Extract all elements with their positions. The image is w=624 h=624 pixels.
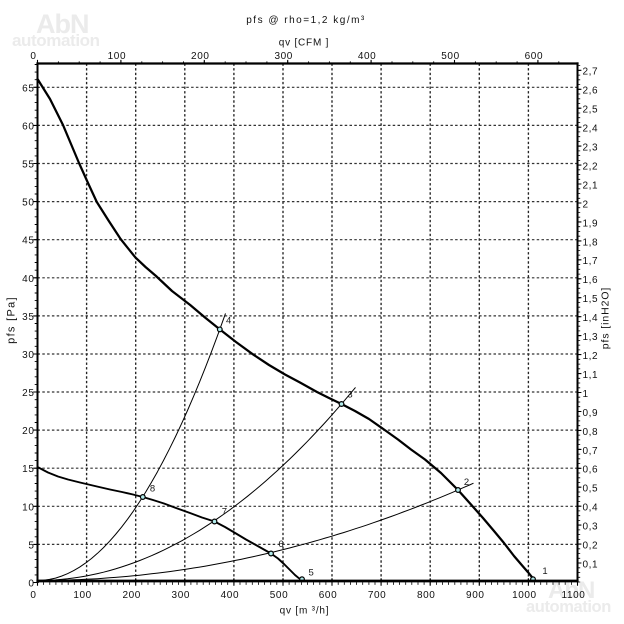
svg-text:700: 700 <box>368 590 387 601</box>
svg-text:0: 0 <box>30 51 36 62</box>
svg-text:15: 15 <box>22 464 34 475</box>
svg-text:0,3: 0,3 <box>583 522 599 533</box>
svg-text:0,8: 0,8 <box>583 427 599 438</box>
svg-text:500: 500 <box>270 590 289 601</box>
svg-text:0: 0 <box>30 590 36 601</box>
svg-text:500: 500 <box>441 51 460 62</box>
svg-text:2,5: 2,5 <box>583 105 599 116</box>
svg-text:2,3: 2,3 <box>583 143 599 154</box>
svg-text:0,7: 0,7 <box>583 446 599 457</box>
svg-text:2,4: 2,4 <box>583 124 599 135</box>
svg-text:40: 40 <box>22 274 34 285</box>
svg-text:1,8: 1,8 <box>583 237 599 248</box>
svg-text:1,3: 1,3 <box>583 332 599 343</box>
svg-text:35: 35 <box>22 312 34 323</box>
svg-text:300: 300 <box>172 590 191 601</box>
svg-text:pfs [Pa]: pfs [Pa] <box>6 296 18 344</box>
svg-text:5: 5 <box>309 568 314 579</box>
svg-text:0,5: 0,5 <box>583 484 599 495</box>
svg-text:1,4: 1,4 <box>583 313 599 324</box>
svg-text:AbN: AbN <box>36 9 89 39</box>
svg-text:1,1: 1,1 <box>583 370 599 381</box>
svg-text:2,1: 2,1 <box>583 181 599 192</box>
svg-text:60: 60 <box>22 121 34 132</box>
svg-text:pfs [inH2O]: pfs [inH2O] <box>600 287 612 349</box>
svg-text:6: 6 <box>278 539 283 550</box>
svg-text:1,5: 1,5 <box>583 294 599 305</box>
svg-text:1,6: 1,6 <box>583 275 599 286</box>
svg-text:50: 50 <box>22 198 34 209</box>
svg-text:1: 1 <box>542 566 547 577</box>
svg-text:pfs @ rho=1,2 kg/m³: pfs @ rho=1,2 kg/m³ <box>246 15 366 26</box>
svg-text:0,6: 0,6 <box>583 465 599 476</box>
svg-text:100: 100 <box>73 590 92 601</box>
svg-text:5: 5 <box>28 540 34 551</box>
svg-text:qv [m ³/h]: qv [m ³/h] <box>280 606 330 617</box>
svg-text:8: 8 <box>150 484 155 495</box>
svg-text:0,1: 0,1 <box>583 559 599 570</box>
svg-text:0,9: 0,9 <box>583 408 599 419</box>
svg-text:automation: automation <box>526 598 611 616</box>
svg-text:1,2: 1,2 <box>583 351 599 362</box>
svg-text:25: 25 <box>22 388 34 399</box>
svg-text:300: 300 <box>274 51 293 62</box>
svg-text:1000: 1000 <box>512 590 537 601</box>
svg-text:10: 10 <box>22 502 34 513</box>
svg-text:200: 200 <box>122 590 141 601</box>
svg-text:400: 400 <box>358 51 377 62</box>
svg-text:7: 7 <box>222 506 227 517</box>
svg-text:400: 400 <box>221 590 240 601</box>
svg-text:3: 3 <box>347 390 352 401</box>
svg-text:600: 600 <box>319 590 338 601</box>
svg-text:2,6: 2,6 <box>583 86 599 97</box>
svg-text:0: 0 <box>28 579 34 590</box>
svg-text:100: 100 <box>108 51 127 62</box>
svg-text:qv [CFM ]: qv [CFM ] <box>279 37 330 48</box>
svg-text:30: 30 <box>22 350 34 361</box>
svg-text:2,2: 2,2 <box>583 162 599 173</box>
svg-text:automation: automation <box>12 31 100 50</box>
svg-text:20: 20 <box>22 426 34 437</box>
svg-text:1,7: 1,7 <box>583 256 599 267</box>
svg-text:900: 900 <box>466 590 485 601</box>
svg-text:65: 65 <box>22 83 34 94</box>
svg-text:2: 2 <box>464 477 469 488</box>
svg-text:600: 600 <box>525 51 544 62</box>
svg-text:800: 800 <box>417 590 436 601</box>
svg-text:4: 4 <box>226 315 231 326</box>
svg-text:1100: 1100 <box>562 590 586 601</box>
svg-text:2,7: 2,7 <box>583 67 599 78</box>
svg-text:1: 1 <box>583 389 589 400</box>
svg-text:45: 45 <box>22 236 34 247</box>
svg-text:0,4: 0,4 <box>583 503 599 514</box>
svg-text:1,9: 1,9 <box>583 218 599 229</box>
svg-text:55: 55 <box>22 160 34 171</box>
svg-text:2: 2 <box>583 199 589 210</box>
svg-text:200: 200 <box>191 51 210 62</box>
svg-text:0,2: 0,2 <box>583 541 599 552</box>
